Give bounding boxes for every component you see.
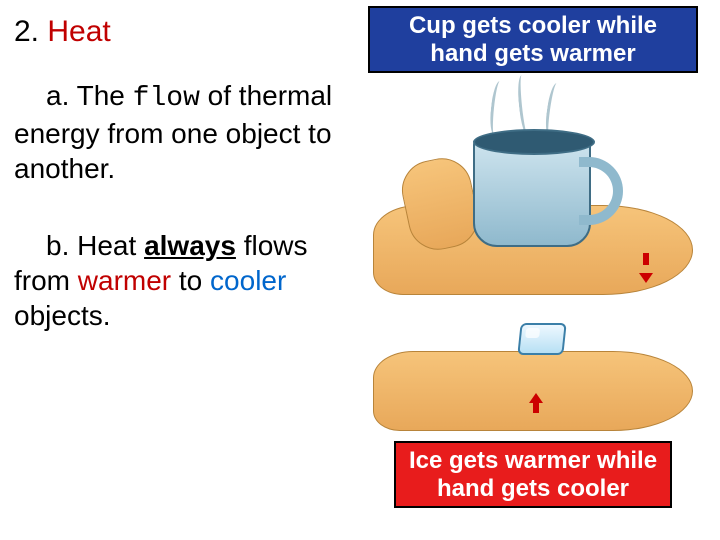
illustration-cup-hand [369, 79, 697, 299]
illustration-ice-hand [369, 305, 697, 435]
steam-icon [488, 81, 506, 136]
caption-top: Cup gets cooler while hand gets warmer [368, 6, 698, 73]
rule-end: objects. [14, 300, 111, 331]
arrow-down-icon [639, 253, 653, 275]
heading-number: 2. [14, 15, 39, 48]
def-flow-word: flow [133, 83, 200, 114]
heading-term: Heat [47, 15, 110, 48]
rule-always: always [144, 230, 236, 261]
rule-prefix: b. Heat [46, 230, 144, 261]
definition-a: a. The flow of thermal energy from one o… [14, 78, 334, 186]
def-prefix: a. The [46, 80, 133, 111]
right-column: Cup gets cooler while hand gets warmer I… [358, 6, 708, 508]
rule-to: to [171, 265, 210, 296]
left-column: 2. Heat a. The flow of thermal energy fr… [14, 14, 334, 333]
rule-warmer: warmer [78, 265, 171, 296]
arrow-up-icon [529, 401, 543, 423]
section-heading: 2. Heat [14, 14, 334, 50]
rule-cooler: cooler [210, 265, 286, 296]
ice-cube-icon [517, 323, 566, 355]
mug-icon [473, 137, 591, 247]
caption-bottom: Ice gets warmer while hand gets cooler [394, 441, 672, 508]
rule-b: b. Heat always flows from warmer to cool… [14, 228, 334, 333]
